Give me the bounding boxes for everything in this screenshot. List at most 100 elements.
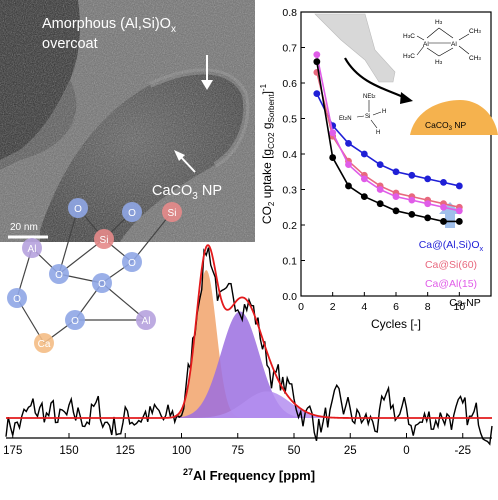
data-point xyxy=(424,175,432,183)
data-point xyxy=(360,193,368,201)
atom-label: Si xyxy=(100,235,109,246)
svg-text:Al: Al xyxy=(451,41,457,48)
scale-bar-label: 20 nm xyxy=(10,222,38,233)
x-tick-label: 8 xyxy=(425,301,431,313)
nmr-x-tick-label: 100 xyxy=(172,445,191,457)
x-tick-label: 10 xyxy=(453,301,465,313)
data-point xyxy=(424,200,432,208)
data-point xyxy=(360,150,368,158)
x-tick-label: 6 xyxy=(393,301,399,313)
np-arrow xyxy=(179,155,196,173)
series-line xyxy=(316,93,460,187)
nmr-x-tick-label: 50 xyxy=(288,445,301,457)
atom xyxy=(68,198,88,218)
inset-schematic: CaCO3 NP Al Al H3 H3 H3C H3C CH3 CH3 NEt… xyxy=(314,13,498,228)
series-label: Ca-NP xyxy=(449,297,481,309)
fit-component xyxy=(144,311,336,418)
co2-uptake-chart: 0.0 0.1 0.2 0.3 0.4 0.5 0.6 0.7 0.8 0 2 4 6 8 10 Cycles… xyxy=(255,0,498,360)
atom-label: Al xyxy=(142,316,151,327)
series-line xyxy=(316,61,460,223)
data-point xyxy=(392,207,400,215)
data-point xyxy=(313,58,321,66)
nmr-x-axis-label: 27Al Frequency [ppm] xyxy=(183,467,315,483)
data-point xyxy=(440,203,447,211)
data-point xyxy=(455,207,463,215)
atom xyxy=(136,310,156,330)
fit-component xyxy=(155,270,257,418)
y-tick-label: 0.4 xyxy=(282,149,297,161)
svg-text:H3C: H3C xyxy=(403,53,415,60)
data-point xyxy=(392,168,400,176)
y-tick-label: 0.2 xyxy=(282,220,297,232)
fit-envelope xyxy=(6,244,492,419)
data-point xyxy=(440,179,447,186)
atom xyxy=(22,238,42,258)
atom-label: O xyxy=(128,258,136,269)
nmr-x-tick-label: 125 xyxy=(116,445,135,457)
svg-text:H: H xyxy=(382,109,386,115)
nmr-x-tick-label: 0 xyxy=(403,445,409,457)
experimental-spectrum xyxy=(5,247,493,446)
atom xyxy=(49,264,69,284)
x-tick-label: 2 xyxy=(330,301,336,313)
svg-text:H3: H3 xyxy=(435,59,443,66)
x-tick-label: 0 xyxy=(298,301,304,313)
svg-text:NEt2: NEt2 xyxy=(363,94,376,100)
nmr-x-tick-label: 75 xyxy=(231,445,244,457)
data-point xyxy=(329,154,337,161)
silane-molecule: NEt2 Si Et2N H H xyxy=(339,94,386,136)
svg-text:Si: Si xyxy=(365,114,370,120)
data-point xyxy=(408,210,416,218)
uptake-x-axis-label: Cycles [-] xyxy=(371,317,421,331)
data-point xyxy=(455,218,463,225)
atom-label: O xyxy=(55,270,63,281)
np-label: CaCO3 NP xyxy=(152,183,222,202)
atom-label: O xyxy=(128,208,136,219)
data-point xyxy=(313,90,321,98)
data-point xyxy=(345,161,352,169)
data-point xyxy=(376,161,384,169)
atom xyxy=(92,273,112,293)
y-tick-label: 0.6 xyxy=(282,78,297,90)
bond xyxy=(131,211,173,263)
y-tick-label: 0.3 xyxy=(282,185,297,197)
atom-label: O xyxy=(13,294,21,305)
data-point xyxy=(376,186,384,193)
atom-label: O xyxy=(71,316,79,327)
y-tick-label: 0.0 xyxy=(282,291,297,303)
data-point xyxy=(408,171,416,179)
overcoat-label-line2: overcoat xyxy=(42,36,98,52)
uptake-y-axis-label: CO2 uptake [gCO2 gSorbent]-1 xyxy=(259,83,276,224)
svg-text:CH3: CH3 xyxy=(469,28,481,35)
atom xyxy=(122,252,142,272)
svg-text:H3: H3 xyxy=(435,19,443,26)
svg-text:Et2N: Et2N xyxy=(339,116,352,122)
atom-label: Ca xyxy=(38,339,51,350)
atom-label: Si xyxy=(168,208,177,219)
data-point xyxy=(345,139,352,147)
y-tick-label: 0.8 xyxy=(282,7,297,19)
fit-component xyxy=(154,391,380,418)
data-point xyxy=(345,182,352,190)
x-tick-label: 4 xyxy=(361,301,367,313)
data-point xyxy=(424,214,432,222)
series-label: Ca@Si(60) xyxy=(425,259,477,271)
bond xyxy=(58,207,79,275)
atom xyxy=(94,229,114,249)
data-point xyxy=(392,193,400,201)
nmr-x-tick-label: 175 xyxy=(3,445,22,457)
atom-label: O xyxy=(74,204,82,215)
overcoat-label: Amorphous (Al,Si)Ox xyxy=(42,16,176,35)
atom xyxy=(34,333,54,353)
data-point xyxy=(440,218,447,225)
series-label: Ca@Al(15) xyxy=(425,278,477,290)
svg-text:Al: Al xyxy=(423,41,429,48)
nmr-x-tick-label: 150 xyxy=(59,445,78,457)
y-tick-label: 0.5 xyxy=(282,114,297,126)
y-tick-label: 0.1 xyxy=(282,256,297,268)
data-point xyxy=(455,182,463,190)
series-line xyxy=(316,54,460,212)
atom xyxy=(122,202,142,222)
data-point xyxy=(408,196,416,204)
